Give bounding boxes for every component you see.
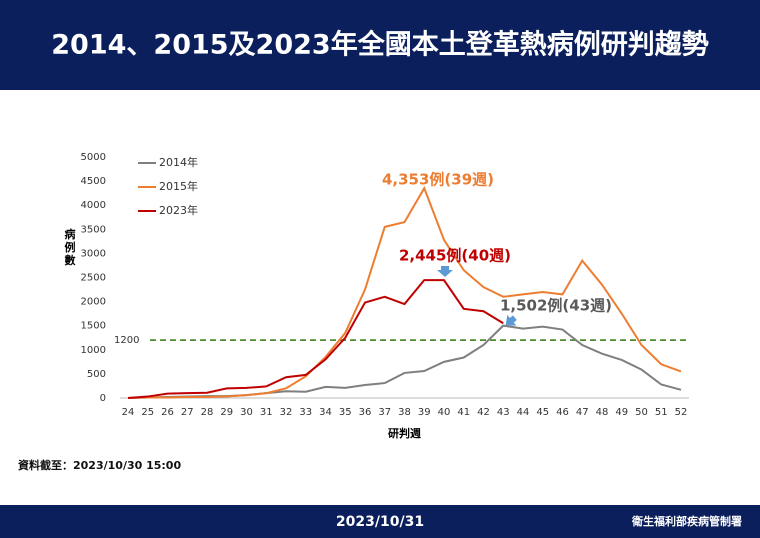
- header-band: [0, 0, 760, 90]
- annotation: 2,445例(40週): [399, 247, 511, 265]
- x-axis-label: 研判週: [388, 426, 421, 440]
- x-tick-label: 50: [635, 407, 648, 418]
- series-line: [127, 279, 504, 399]
- x-tick-label: 26: [161, 407, 174, 418]
- footer-date: 2023/10/31: [336, 514, 424, 530]
- x-tick-label: 46: [556, 407, 569, 418]
- threshold-label: 1200: [114, 335, 139, 346]
- x-tick-label: 35: [339, 407, 352, 418]
- x-tick-label: 48: [596, 407, 609, 418]
- x-tick-label: 41: [457, 407, 470, 418]
- footer-org: 衛生福利部疾病管制署: [631, 514, 742, 528]
- x-tick-label: 52: [675, 407, 688, 418]
- x-tick-label: 37: [378, 407, 391, 418]
- annotation: 1,502例(43週): [500, 297, 612, 315]
- y-axis-label: 病例數: [65, 227, 76, 267]
- annotation: 4,353例(39週): [382, 171, 494, 189]
- y-tick-label: 500: [87, 369, 106, 380]
- x-tick-label: 25: [141, 407, 154, 418]
- y-tick-label: 2500: [81, 273, 106, 284]
- legend-label: 2014年: [159, 155, 198, 169]
- arrow: [437, 266, 453, 277]
- footer-band: [0, 505, 760, 538]
- x-tick-label: 49: [615, 407, 628, 418]
- x-tick-label: 43: [497, 407, 510, 418]
- title: 2014、2015及2023年全國本土登革熱病例研判趨勢: [51, 29, 708, 61]
- y-tick-label: 1500: [81, 321, 106, 332]
- x-tick-label: 39: [418, 407, 431, 418]
- x-tick-label: 33: [299, 407, 312, 418]
- legend-label: 2015年: [159, 179, 198, 193]
- source-note: 資料截至：2023/10/30 15:00: [18, 458, 181, 472]
- y-tick-label: 1000: [81, 345, 106, 356]
- y-tick-label: 4500: [81, 176, 106, 187]
- y-tick-label: 0: [100, 393, 106, 404]
- y-tick-label: 2000: [81, 297, 106, 308]
- x-tick-label: 31: [260, 407, 273, 418]
- x-tick-label: 44: [517, 407, 530, 418]
- arrow: [505, 314, 517, 326]
- x-tick-label: 28: [201, 407, 214, 418]
- x-tick-label: 38: [398, 407, 411, 418]
- x-tick-label: 32: [280, 407, 293, 418]
- x-tick-label: 45: [536, 407, 549, 418]
- series-line: [127, 324, 682, 399]
- x-tick-label: 42: [477, 407, 490, 418]
- x-tick-label: 51: [655, 407, 668, 418]
- x-tick-label: 27: [181, 407, 194, 418]
- plot: 0 500 1000 1500 2000 2500 3000 3500 4000 4500 5000…: [65, 152, 689, 440]
- series-line: [127, 185, 682, 399]
- y-tick-label: 3500: [81, 224, 106, 235]
- legend-label: 2023年: [159, 203, 198, 217]
- x-tick-label: 30: [240, 407, 253, 418]
- x-tick-label: 34: [319, 407, 332, 418]
- x-tick-label: 29: [220, 407, 233, 418]
- y-tick-label: 4000: [81, 200, 106, 211]
- x-tick-label: 36: [359, 407, 372, 418]
- x-tick-label: 47: [576, 407, 589, 418]
- y-tick-label: 5000: [81, 152, 106, 163]
- x-tick-label: 40: [438, 407, 451, 418]
- y-tick-label: 3000: [81, 248, 106, 259]
- x-tick-label: 24: [122, 407, 135, 418]
